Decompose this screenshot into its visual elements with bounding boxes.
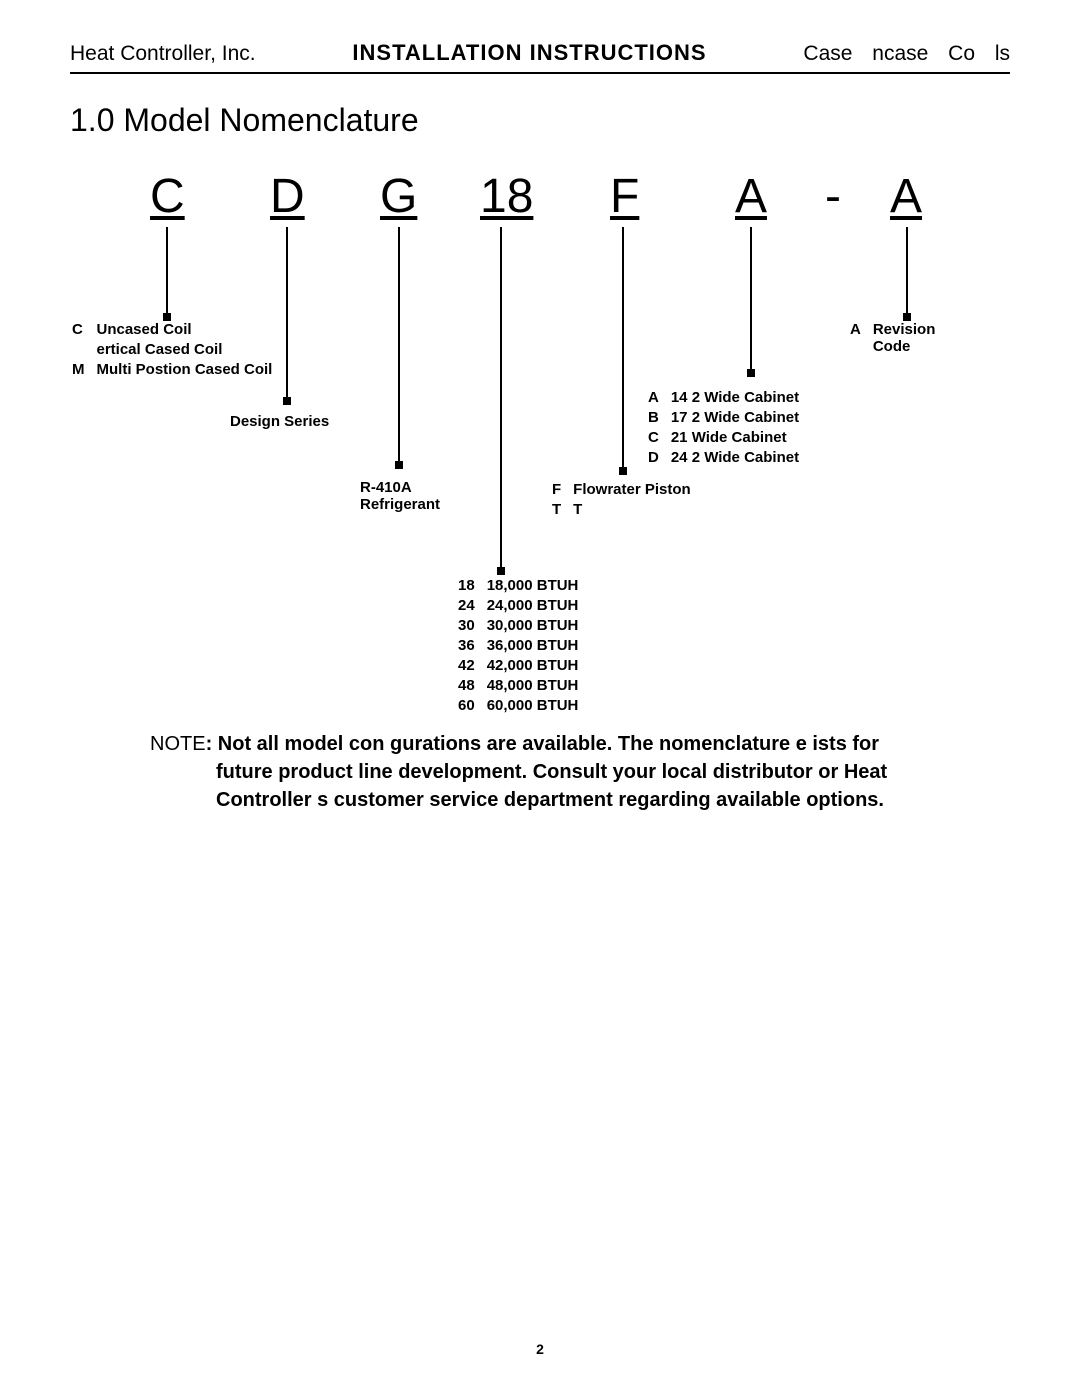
connector-endcap [283, 397, 291, 405]
connector-endcap [163, 313, 171, 321]
header-company: Heat Controller, Inc. [70, 42, 256, 66]
page: Heat Controller, Inc. INSTALLATION INSTR… [0, 0, 1080, 1397]
connector-endcap [747, 369, 755, 377]
model-dash: - [825, 169, 841, 224]
connector-line [750, 227, 752, 373]
header-subject: Case ncase Co ls [803, 42, 1010, 66]
model-char-7: A [890, 169, 922, 224]
connector-line [622, 227, 624, 471]
note-block: NOTE: Not all model con gurations are av… [150, 730, 887, 814]
connector-line [500, 227, 502, 571]
connector-endcap [619, 467, 627, 475]
connector-endcap [395, 461, 403, 469]
note-line-3: Controller s customer service department… [150, 786, 884, 814]
leaf-revision: ARevision Code [848, 319, 955, 358]
note-line-2: future product line development. Consult… [150, 758, 887, 786]
leaf-btu: 1818,000 BTUH2424,000 BTUH3030,000 BTUH3… [456, 575, 590, 717]
leaf-cabinet: A14 2 Wide CabinetB17 2 Wide CabinetC21 … [646, 387, 811, 469]
header-title: INSTALLATION INSTRUCTIONS [352, 40, 706, 66]
page-number: 2 [536, 1341, 544, 1357]
connector-line [286, 227, 288, 401]
model-char-5: F [610, 169, 639, 224]
leaf-design-series: Design Series [230, 413, 329, 430]
model-char-2: D [270, 169, 305, 224]
model-char-1: C [150, 169, 185, 224]
leaf-coil-type: CUncased Coilertical Cased CoilMMulti Po… [70, 319, 284, 381]
model-char-4: 18 [480, 169, 533, 224]
connector-endcap [903, 313, 911, 321]
section-title: 1.0 Model Nomenclature [70, 102, 1010, 139]
note-line-1: : Not all model con gurations are availa… [206, 733, 880, 755]
leaf-flowrater: FFlowrater PistonTT [550, 479, 703, 521]
page-header: Heat Controller, Inc. INSTALLATION INSTR… [70, 40, 1010, 74]
leaf-refrigerant: R-410A Refrigerant [360, 479, 470, 513]
connector-line [906, 227, 908, 317]
connector-line [166, 227, 168, 317]
model-char-6: A [735, 169, 767, 224]
connector-line [398, 227, 400, 465]
nomenclature-diagram: C D G 18 F A - A CUncased Coilertical Ca… [70, 169, 1010, 769]
connector-endcap [497, 567, 505, 575]
note-label: NOTE [150, 733, 206, 755]
model-char-3: G [380, 169, 417, 224]
